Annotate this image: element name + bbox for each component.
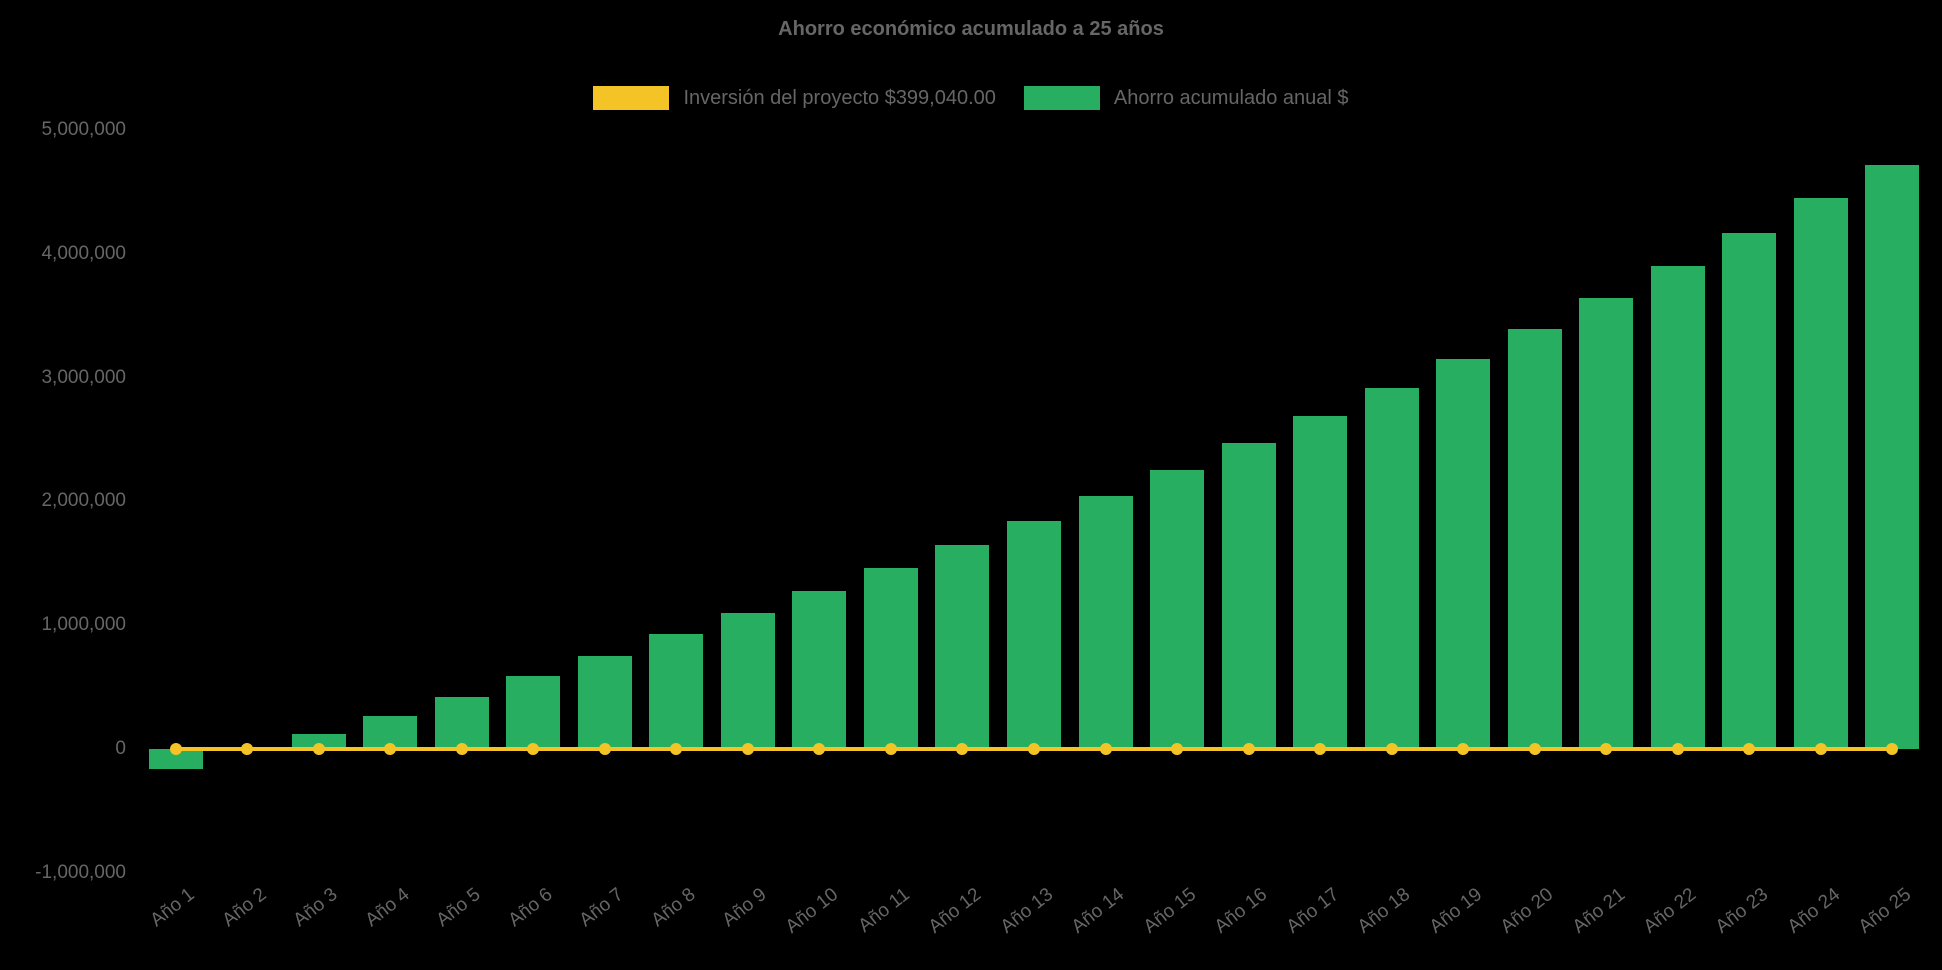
bar-año-6 (506, 675, 561, 749)
y-tick-label: -1,000,000 (35, 861, 126, 883)
investment-line-point (1314, 743, 1327, 755)
bar-año-14 (1078, 496, 1133, 749)
x-tick-label: Año 24 (1783, 884, 1844, 938)
bar-año-9 (720, 612, 775, 749)
y-tick-label: 4,000,000 (41, 242, 126, 264)
bar-año-24 (1793, 198, 1848, 749)
chart-title: Ahorro económico acumulado a 25 años (778, 18, 1164, 40)
x-tick-label: Año 6 (504, 884, 557, 932)
x-tick-label: Año 2 (218, 884, 271, 932)
legend-swatch-savings (1023, 86, 1100, 110)
x-tick-label: Año 15 (1139, 884, 1200, 938)
x-tick-label: Año 10 (781, 884, 843, 938)
x-tick-label: Año 19 (1425, 884, 1487, 938)
bar-año-22 (1650, 266, 1705, 749)
investment-line-point (1886, 743, 1899, 755)
investment-line-point (384, 743, 397, 755)
y-tick-label: 0 (115, 738, 126, 759)
investment-line-point (813, 743, 826, 755)
investment-line-point (1457, 743, 1470, 755)
bar-año-16 (1221, 443, 1276, 749)
y-tick-label: 2,000,000 (41, 490, 126, 512)
x-tick-label: Año 4 (361, 884, 414, 932)
bar-año-7 (577, 656, 632, 749)
investment-line-point (741, 743, 754, 755)
x-tick-label: Año 3 (289, 884, 342, 932)
bar-año-5 (434, 697, 489, 749)
legend-label-savings: Ahorro acumulado anual $ (1113, 86, 1349, 109)
investment-line-point (241, 743, 254, 755)
investment-line-point (598, 743, 611, 755)
x-tick-label: Año 25 (1854, 884, 1916, 938)
bar-año-3 (291, 734, 346, 749)
investment-line-point (1743, 743, 1756, 755)
investment-line-point (169, 743, 182, 755)
x-tick-label: Año 20 (1497, 884, 1558, 938)
x-tick-label: Año 9 (718, 884, 771, 932)
x-tick-label: Año 14 (1068, 884, 1129, 938)
investment-line-point (1671, 743, 1684, 755)
bar-año-10 (792, 590, 847, 749)
x-tick-label: Año 22 (1640, 884, 1701, 938)
x-tick-label: Año 7 (575, 884, 628, 932)
x-tick-label: Año 1 (146, 884, 199, 932)
x-tick-label: Año 12 (925, 884, 986, 938)
bar-año-23 (1722, 232, 1777, 749)
legend-item-savings[interactable]: Ahorro acumulado anual $ (1023, 86, 1349, 110)
investment-line-point (884, 743, 897, 755)
y-tick-label: 5,000,000 (41, 119, 126, 140)
investment-line-point (1600, 743, 1613, 755)
x-tick-label: Año 17 (1282, 884, 1344, 938)
bar-año-20 (1507, 329, 1562, 749)
y-tick-label: 3,000,000 (41, 366, 126, 388)
investment-line-point (312, 743, 325, 755)
bar-año-15 (1150, 470, 1205, 749)
bar-año-12 (935, 544, 990, 749)
investment-line-point (527, 743, 540, 755)
x-tick-label: Año 8 (647, 884, 700, 932)
bar-año-25 (1865, 164, 1920, 749)
chart-legend: Inversión del proyecto $399,040.00 Ahorr… (0, 86, 1942, 110)
investment-line-point (1242, 743, 1255, 755)
bar-año-19 (1436, 359, 1491, 749)
investment-line-point (1385, 743, 1398, 755)
bar-año-8 (649, 633, 704, 749)
x-tick-label: Año 21 (1568, 884, 1630, 938)
bar-año-1 (148, 749, 203, 769)
x-tick-label: Año 23 (1711, 884, 1773, 938)
bar-año-13 (1007, 521, 1061, 749)
x-tick-label: Año 16 (1211, 884, 1272, 938)
investment-line-point (455, 743, 468, 755)
investment-line-point (1814, 743, 1827, 755)
bar-año-18 (1364, 387, 1419, 749)
y-tick-label: 1,000,000 (41, 614, 126, 636)
bar-año-17 (1293, 415, 1348, 749)
legend-label-investment: Inversión del proyecto $399,040.00 (683, 86, 996, 109)
investment-line-point (1528, 743, 1541, 755)
legend-swatch-investment (593, 86, 670, 110)
x-tick-label: Año 5 (432, 884, 485, 932)
investment-line-point (1171, 743, 1184, 755)
bar-año-11 (863, 568, 918, 749)
x-tick-label: Año 18 (1354, 884, 1415, 938)
investment-line-point (670, 743, 683, 755)
investment-line-point (1028, 743, 1040, 755)
x-tick-label: Año 11 (854, 884, 914, 937)
legend-item-investment[interactable]: Inversión del proyecto $399,040.00 (593, 86, 996, 110)
bar-año-21 (1579, 298, 1634, 749)
investment-line-point (1099, 743, 1112, 755)
x-tick-label: Año 13 (996, 884, 1057, 938)
investment-line-point (956, 743, 969, 755)
